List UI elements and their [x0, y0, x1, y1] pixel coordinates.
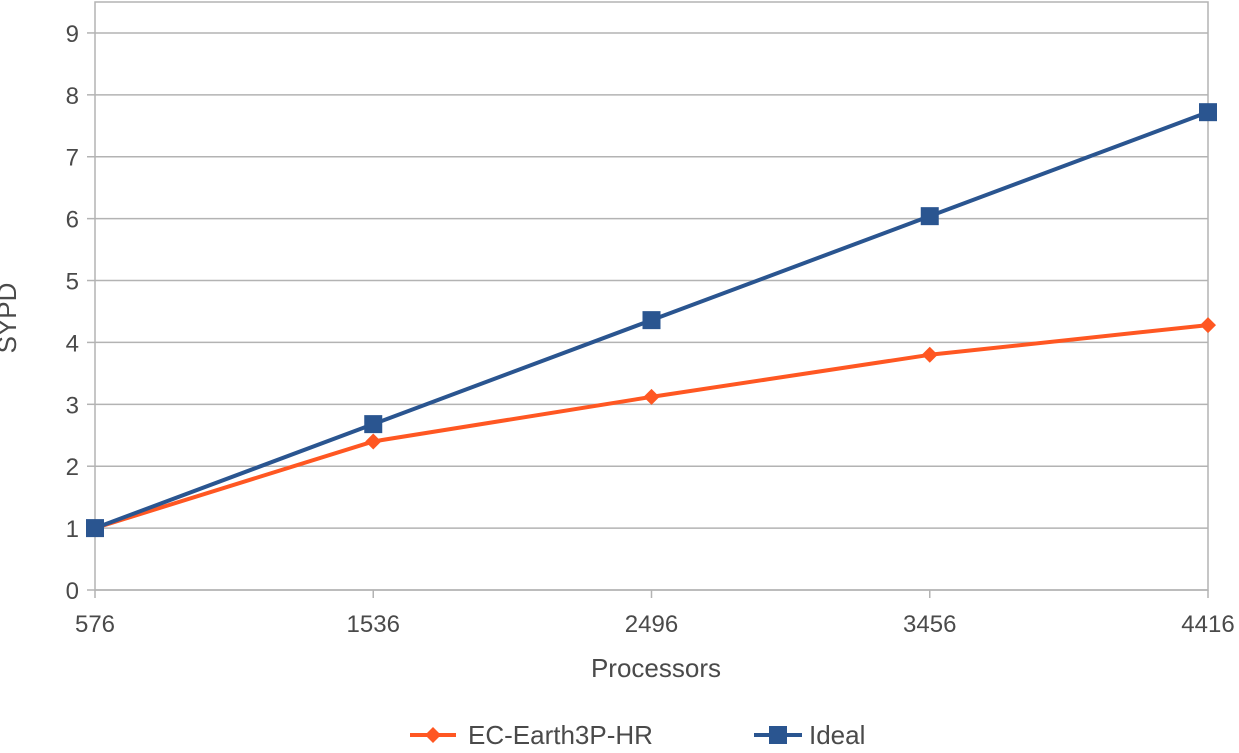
ideal-point-marker	[920, 207, 939, 226]
x-axis-title: Processors	[591, 653, 721, 683]
ec-earth3p-hr-point-marker	[365, 433, 382, 450]
ideal-point-marker	[1199, 103, 1217, 122]
x-tick-label: 576	[75, 611, 115, 638]
y-tick-label: 2	[66, 454, 79, 481]
plot-frame	[94, 1, 1209, 591]
ideal-point-marker	[86, 519, 104, 538]
y-axis-title: SYPD	[0, 283, 22, 354]
y-tick-label: 9	[66, 21, 79, 48]
x-tick-label: 4416	[1181, 611, 1234, 638]
y-tick-label: 4	[66, 330, 79, 357]
x-tick-label: 3456	[903, 611, 956, 638]
x-tick-label: 2496	[625, 611, 678, 638]
ec-earth3p-hr-point-marker	[921, 346, 938, 363]
y-tick-label: 5	[66, 269, 79, 296]
y-tick-label: 1	[66, 516, 79, 543]
ec-earth3p-hr-point-marker	[643, 388, 660, 405]
ideal-point-marker	[642, 311, 661, 330]
ideal-point-marker	[364, 415, 383, 434]
series-group	[86, 103, 1217, 538]
axes	[87, 1, 1209, 598]
ec-earth3p-hr-point-marker	[1200, 317, 1216, 334]
x-tick-label: 1536	[347, 611, 400, 638]
y-tick-label: 3	[66, 392, 79, 419]
legend-label-ideal: Ideal	[809, 720, 865, 748]
legend-item-ideal: Ideal	[754, 720, 865, 750]
gridlines	[95, 32, 1208, 591]
y-tick-label: 8	[66, 83, 79, 110]
legend-item-ec-earth3p-hr: EC-Earth3P-HR	[410, 720, 653, 750]
y-tick-label: 7	[66, 145, 79, 172]
series-line-ec-earth3p-hr	[94, 323, 1209, 531]
legend: EC-Earth3P-HR Ideal	[410, 720, 865, 750]
y-tick-label: 0	[66, 578, 79, 605]
y-tick-label: 6	[66, 207, 79, 234]
legend-label-ec-earth3p-hr: EC-Earth3P-HR	[468, 720, 653, 748]
